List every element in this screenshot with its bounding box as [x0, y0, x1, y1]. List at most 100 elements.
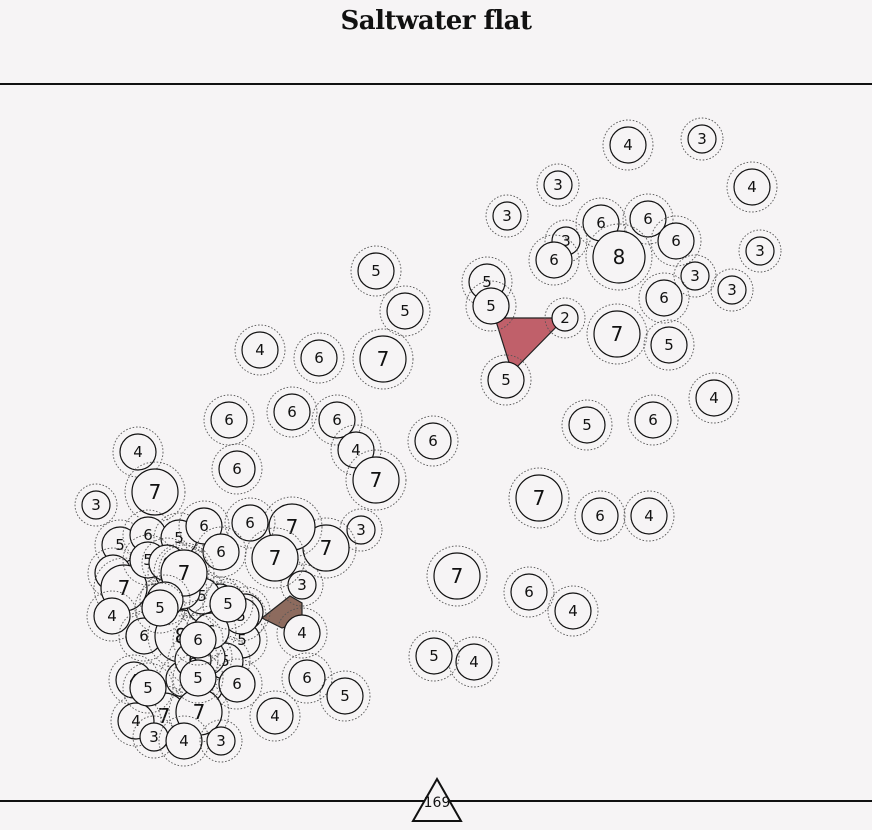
node-value: 6	[224, 411, 234, 429]
node-6[interactable]: 6	[650, 215, 702, 267]
node-4[interactable]: 4	[623, 490, 675, 542]
node-halo	[638, 272, 690, 324]
node-halo	[574, 490, 626, 542]
node-6[interactable]: 6	[627, 394, 679, 446]
node-value: 6	[302, 669, 312, 687]
node-8[interactable]: 8	[585, 223, 653, 291]
node-halo	[311, 394, 363, 446]
node-7[interactable]: 7	[244, 527, 306, 589]
node-5[interactable]: 5	[122, 662, 174, 714]
node-halo	[622, 193, 674, 245]
node-5[interactable]: 5	[319, 670, 371, 722]
node-4[interactable]: 4	[249, 690, 301, 742]
node-4[interactable]: 4	[276, 607, 328, 659]
node-circle	[687, 124, 717, 154]
node-3[interactable]: 3	[738, 229, 782, 273]
island-polygon-red[interactable]	[494, 317, 567, 374]
node-6[interactable]: 6	[622, 193, 674, 245]
node-5[interactable]: 5	[408, 630, 460, 682]
node-6[interactable]: 6	[311, 394, 363, 446]
node-5[interactable]: 5	[379, 285, 431, 337]
node-circle	[359, 335, 407, 383]
node-value: 7	[269, 546, 282, 570]
node-6[interactable]: 6	[203, 394, 255, 446]
node-5[interactable]: 5	[134, 582, 186, 634]
node-halo	[203, 394, 255, 446]
node-halo	[330, 424, 382, 476]
node-5[interactable]: 5	[465, 280, 517, 332]
node-4[interactable]: 4	[234, 324, 286, 376]
node-5[interactable]: 5	[202, 578, 254, 630]
node-7[interactable]: 7	[586, 303, 648, 365]
node-value: 3	[91, 496, 101, 514]
node-6[interactable]: 6	[211, 443, 263, 495]
node-value: 3	[356, 521, 366, 539]
node-halo	[350, 245, 402, 297]
node-6[interactable]: 6	[195, 526, 247, 578]
node-4[interactable]: 4	[112, 426, 164, 478]
node-4[interactable]: 4	[86, 590, 138, 642]
node-4[interactable]: 4	[688, 372, 740, 424]
node-5[interactable]: 5	[561, 399, 613, 451]
node-7[interactable]: 7	[508, 467, 570, 529]
node-3[interactable]: 3	[710, 268, 754, 312]
node-5[interactable]: 5	[350, 245, 402, 297]
node-circle	[352, 456, 400, 504]
node-circle	[629, 200, 667, 238]
node-halo	[623, 490, 675, 542]
node-value: 3	[727, 281, 737, 299]
node-6[interactable]: 6	[638, 272, 690, 324]
node-3[interactable]: 3	[673, 254, 717, 298]
node-value: 7	[451, 564, 464, 588]
node-circle	[93, 597, 131, 635]
node-4[interactable]: 4	[602, 119, 654, 171]
node-circle	[515, 474, 563, 522]
node-value: 5	[582, 416, 592, 434]
node-3[interactable]: 3	[199, 719, 243, 763]
node-7[interactable]: 7	[124, 461, 186, 523]
node-6[interactable]: 6	[293, 332, 345, 384]
node-7[interactable]: 7	[295, 517, 357, 579]
node-7[interactable]: 7	[352, 328, 414, 390]
node-halo	[352, 328, 414, 390]
node-3[interactable]: 3	[74, 483, 118, 527]
node-6[interactable]: 6	[178, 500, 230, 552]
node-6[interactable]: 6	[224, 497, 276, 549]
node-3[interactable]: 3	[485, 194, 529, 238]
node-6[interactable]: 6	[503, 566, 555, 618]
top-divider	[0, 83, 872, 85]
node-circle	[287, 570, 317, 600]
node-6[interactable]: 6	[574, 490, 626, 542]
node-value: 6	[595, 507, 605, 525]
node-6[interactable]: 6	[407, 415, 459, 467]
node-halo	[561, 399, 613, 451]
node-3[interactable]: 3	[536, 163, 580, 207]
node-2[interactable]: 2	[544, 297, 586, 339]
node-4[interactable]: 4	[448, 636, 500, 688]
node-5[interactable]: 5	[643, 319, 695, 371]
node-halo	[158, 544, 210, 596]
node-value: 4	[107, 607, 117, 625]
node-value: 5	[155, 599, 165, 617]
node-3[interactable]: 3	[280, 563, 324, 607]
node-circle	[241, 331, 279, 369]
node-circle	[593, 310, 641, 358]
node-halo	[602, 119, 654, 171]
node-6[interactable]: 6	[211, 658, 263, 710]
node-circle	[650, 326, 688, 364]
node-6[interactable]: 6	[281, 652, 333, 704]
node-halo	[480, 354, 532, 406]
node-value: 2	[560, 309, 570, 327]
node-7[interactable]: 7	[426, 545, 488, 607]
node-value: 6	[139, 627, 149, 645]
node-3[interactable]: 3	[680, 117, 724, 161]
node-6[interactable]: 6	[528, 234, 580, 286]
node-6[interactable]: 6	[172, 614, 224, 666]
node-4[interactable]: 4	[726, 161, 778, 213]
node-5[interactable]: 5	[480, 354, 532, 406]
node-value: 6	[314, 349, 324, 367]
node-4[interactable]: 4	[547, 585, 599, 637]
node-7[interactable]: 7	[345, 449, 407, 511]
node-6[interactable]: 6	[266, 386, 318, 438]
